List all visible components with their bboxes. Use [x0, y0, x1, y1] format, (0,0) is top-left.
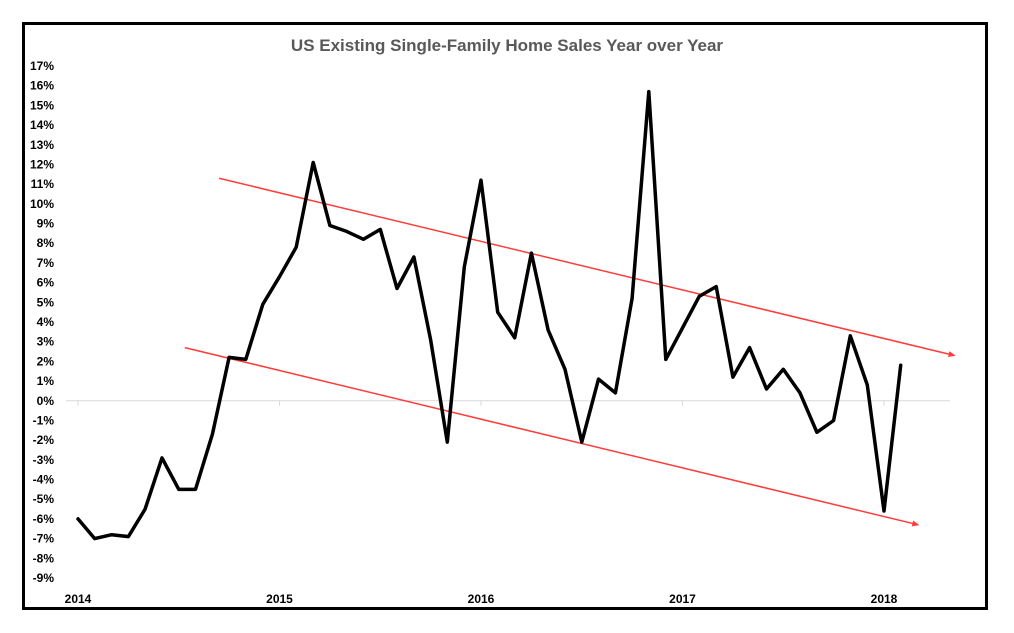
y-axis-ticks: 17% 16% 15% 14% 13% 12% 11% 10% 9% 8% 7% 6% 5% 4% 3% 2%…	[30, 59, 54, 585]
y-tick-label: 1%	[37, 374, 55, 388]
trend-lines	[184, 177, 956, 527]
y-tick-label: 15%	[30, 98, 54, 112]
y-tick-label: -6%	[33, 512, 55, 526]
x-tick-label: 2018	[871, 592, 898, 606]
series-line	[76, 89, 903, 541]
lower-trend-line	[184, 346, 920, 527]
x-axis-ticks: 2014 2015 2016 2017 2018	[65, 400, 898, 606]
y-tick-label: -8%	[33, 551, 55, 565]
y-tick-label: 0%	[37, 394, 55, 408]
y-tick-label: -1%	[33, 413, 55, 427]
y-tick-label: 11%	[31, 177, 55, 191]
y-tick-label: -5%	[33, 492, 55, 506]
y-tick-label: 6%	[37, 276, 55, 290]
x-tick-label: 2015	[266, 592, 293, 606]
chart-title: US Existing Single-Family Home Sales Yea…	[291, 36, 724, 55]
y-tick-label: 16%	[30, 79, 54, 93]
y-tick-label: 12%	[30, 157, 54, 171]
series-lines	[76, 89, 903, 541]
y-tick-label: -4%	[33, 473, 55, 487]
y-tick-label: 10%	[30, 197, 54, 211]
y-tick-label: -7%	[33, 532, 55, 546]
y-tick-label: 5%	[37, 295, 55, 309]
y-tick-label: -2%	[33, 433, 55, 447]
y-tick-label: 14%	[30, 118, 54, 132]
x-tick-label: 2016	[468, 592, 495, 606]
y-tick-label: 4%	[37, 315, 55, 329]
y-tick-label: -3%	[33, 453, 55, 467]
y-tick-label: 7%	[37, 256, 55, 270]
upper-trend-line	[218, 177, 956, 357]
y-tick-label: -9%	[33, 571, 55, 585]
y-tick-label: 9%	[37, 217, 55, 231]
x-tick-label: 2017	[669, 592, 696, 606]
y-tick-label: 8%	[37, 236, 55, 250]
y-tick-label: 3%	[37, 335, 55, 349]
y-tick-label: 13%	[30, 138, 54, 152]
chart-frame	[22, 22, 988, 610]
x-tick-label: 2014	[65, 592, 92, 606]
y-tick-label: 17%	[30, 59, 54, 73]
y-tick-label: 2%	[37, 354, 55, 368]
